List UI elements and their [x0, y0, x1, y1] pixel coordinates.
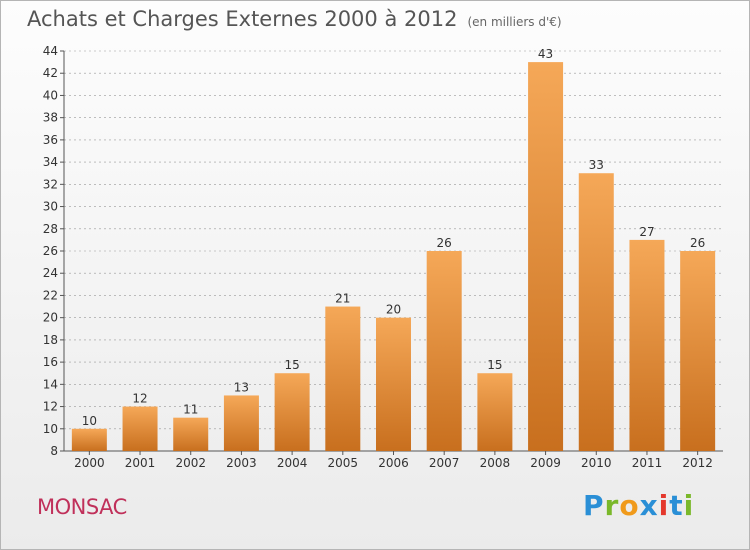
chart-unit: (en milliers d'€) — [467, 15, 562, 29]
chart-title: Achats et Charges Externes 2000 à 2012 (e… — [27, 7, 562, 31]
y-tick-label: 40 — [43, 88, 58, 102]
y-tick-label: 44 — [43, 44, 58, 58]
bar — [274, 373, 310, 451]
logo-letter: t — [669, 489, 684, 522]
y-tick-label: 26 — [43, 244, 58, 258]
y-tick-label: 10 — [43, 422, 58, 436]
bar — [528, 62, 564, 451]
x-tick-label: 2007 — [429, 456, 460, 470]
x-tick-label: 2009 — [530, 456, 561, 470]
data-label: 20 — [386, 303, 401, 317]
y-tick-label: 8 — [50, 444, 58, 458]
logo-letter: i — [683, 489, 695, 522]
data-label: 12 — [132, 392, 147, 406]
bar — [477, 373, 513, 451]
x-tick-label: 2011 — [632, 456, 663, 470]
data-label: 15 — [284, 358, 299, 372]
x-tick-label: 2001 — [125, 456, 156, 470]
bar — [223, 395, 259, 451]
y-tick-label: 12 — [43, 400, 58, 414]
logo-letter: P — [583, 489, 605, 522]
x-tick-label: 2006 — [378, 456, 409, 470]
logo-letter: i — [658, 489, 670, 522]
bar — [325, 306, 361, 451]
data-label: 10 — [82, 414, 97, 428]
bar — [578, 173, 614, 451]
bar — [122, 406, 158, 451]
bar — [71, 428, 107, 451]
x-tick-label: 2000 — [74, 456, 105, 470]
y-tick-label: 38 — [43, 111, 58, 125]
chart-title-text: Achats et Charges Externes 2000 à 2012 — [27, 7, 458, 31]
data-label: 13 — [234, 380, 249, 394]
bar — [376, 317, 411, 451]
data-label: 26 — [690, 236, 705, 250]
y-tick-label: 28 — [43, 222, 58, 236]
bar — [629, 239, 665, 451]
y-tick-label: 42 — [43, 66, 58, 80]
data-label: 15 — [487, 358, 502, 372]
y-tick-label: 18 — [43, 333, 58, 347]
x-tick-label: 2003 — [226, 456, 257, 470]
x-tick-label: 2005 — [328, 456, 359, 470]
logo-letter: x — [639, 489, 659, 522]
x-tick-label: 2002 — [175, 456, 206, 470]
y-tick-label: 32 — [43, 177, 58, 191]
data-label: 11 — [183, 403, 198, 417]
data-label: 33 — [589, 158, 604, 172]
x-tick-label: 2008 — [480, 456, 511, 470]
y-tick-label: 34 — [43, 155, 58, 169]
bar — [426, 251, 462, 451]
y-tick-label: 30 — [43, 200, 58, 214]
logo-letter: o — [619, 489, 640, 522]
data-label: 43 — [538, 47, 553, 61]
commune-name: MONSAC — [37, 495, 127, 519]
y-tick-label: 16 — [43, 355, 58, 369]
y-tick-label: 24 — [43, 266, 58, 280]
x-tick-label: 2004 — [277, 456, 308, 470]
bar — [173, 417, 209, 451]
data-label: 26 — [437, 236, 452, 250]
y-tick-label: 36 — [43, 133, 58, 147]
logo-letter: r — [604, 489, 620, 522]
y-tick-label: 20 — [43, 311, 58, 325]
proxiti-logo: Proxiti — [583, 489, 694, 522]
y-tick-label: 14 — [43, 377, 58, 391]
data-label: 21 — [335, 292, 350, 306]
bar — [680, 251, 716, 451]
y-tick-label: 22 — [43, 288, 58, 302]
data-label: 27 — [639, 225, 654, 239]
x-tick-label: 2012 — [682, 456, 713, 470]
x-tick-label: 2010 — [581, 456, 612, 470]
